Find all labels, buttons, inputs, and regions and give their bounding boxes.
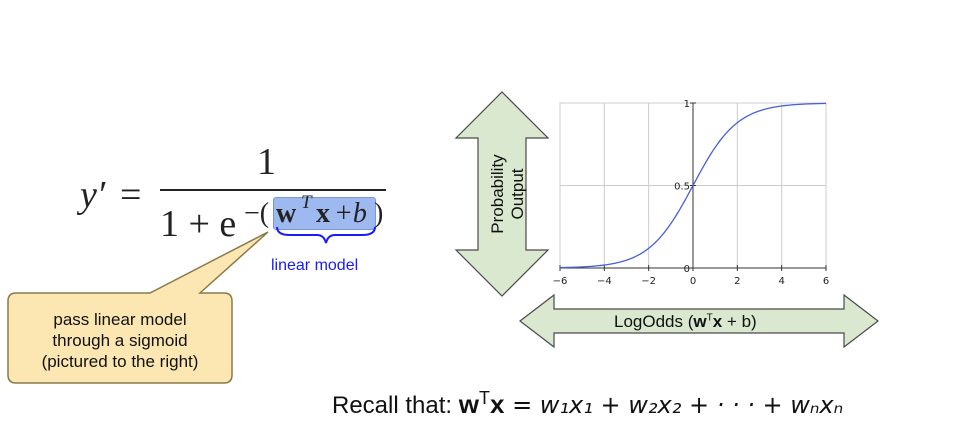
vertical-arrow	[454, 91, 550, 297]
horizontal-arrow-label: LogOdds (wTx + b)	[614, 312, 757, 332]
logodds-w: w	[693, 312, 707, 331]
exponent-minus-paren: −(	[244, 198, 270, 229]
formula-lhs: y′	[80, 174, 106, 216]
logodds-prefix: LogOdds (	[614, 312, 694, 331]
vertical-arrow-label: Probability Output	[488, 142, 530, 246]
logodds-suffix: + b)	[722, 312, 757, 331]
linear-model-brace	[276, 226, 376, 244]
linear-model-label: linear model	[271, 257, 359, 274]
x-tick-label: 4	[778, 276, 784, 287]
x-tick-label: −2	[641, 276, 656, 287]
exponent-w: w	[276, 198, 297, 229]
sigmoid-chart: −6 −4 −2 0 2 4 6 0 0.5 1	[553, 99, 830, 287]
recall-prefix: Recall that:	[332, 392, 459, 419]
callout-shape	[7, 231, 269, 384]
y-tick-label: 0	[684, 264, 690, 275]
callout-line-2: through a sigmoid	[52, 331, 188, 350]
y-tick-label: 1	[684, 99, 690, 110]
x-tick-label: 6	[823, 276, 829, 287]
fraction-bar	[160, 189, 386, 191]
callout-line-3: (pictured to the right)	[41, 352, 199, 371]
formula-numerator: 1	[257, 141, 276, 183]
horizontal-arrow	[519, 293, 879, 349]
vertical-arrow-line2: Output	[508, 168, 527, 220]
logodds-T: T	[706, 312, 713, 324]
formula: y′ = 1 1 + e −( w T x +b )	[70, 140, 400, 250]
formula-denominator: 1 + e	[160, 203, 237, 245]
formula-equals: =	[120, 174, 142, 216]
chart-ticks: −6 −4 −2 0 2 4 6 0 0.5 1	[553, 99, 830, 287]
logodds-x: x	[712, 312, 723, 331]
sigmoid-curve	[559, 102, 827, 269]
exponent-x: x	[316, 198, 330, 229]
y-tick-label: 0.5	[674, 182, 690, 193]
recall-rest: = w₁x₁ + w₂x₂ + · · · + wₙxₙ	[504, 391, 844, 419]
x-tick-label: −4	[597, 276, 612, 287]
exponent-transpose: T	[301, 192, 312, 213]
callout-text: pass linear model through a sigmoid (pic…	[8, 309, 232, 372]
callout-line-1: pass linear model	[53, 310, 187, 329]
x-tick-label: 0	[690, 276, 696, 287]
chart-series	[559, 102, 827, 269]
recall-w: w	[458, 389, 479, 419]
vertical-arrow-line1: Probability	[488, 154, 507, 234]
recall-x: x	[489, 389, 505, 419]
x-tick-label: 2	[734, 276, 740, 287]
x-tick-label: −6	[553, 276, 568, 287]
recall-formula: Recall that: wTx = w₁x₁ + w₂x₂ + · · · +…	[332, 388, 843, 420]
linear-model-highlight	[273, 197, 376, 230]
exponent-close-paren: )	[374, 198, 384, 229]
exponent-plus-b: +b	[334, 198, 367, 229]
recall-T: T	[478, 388, 490, 408]
chart-axes	[559, 102, 827, 271]
